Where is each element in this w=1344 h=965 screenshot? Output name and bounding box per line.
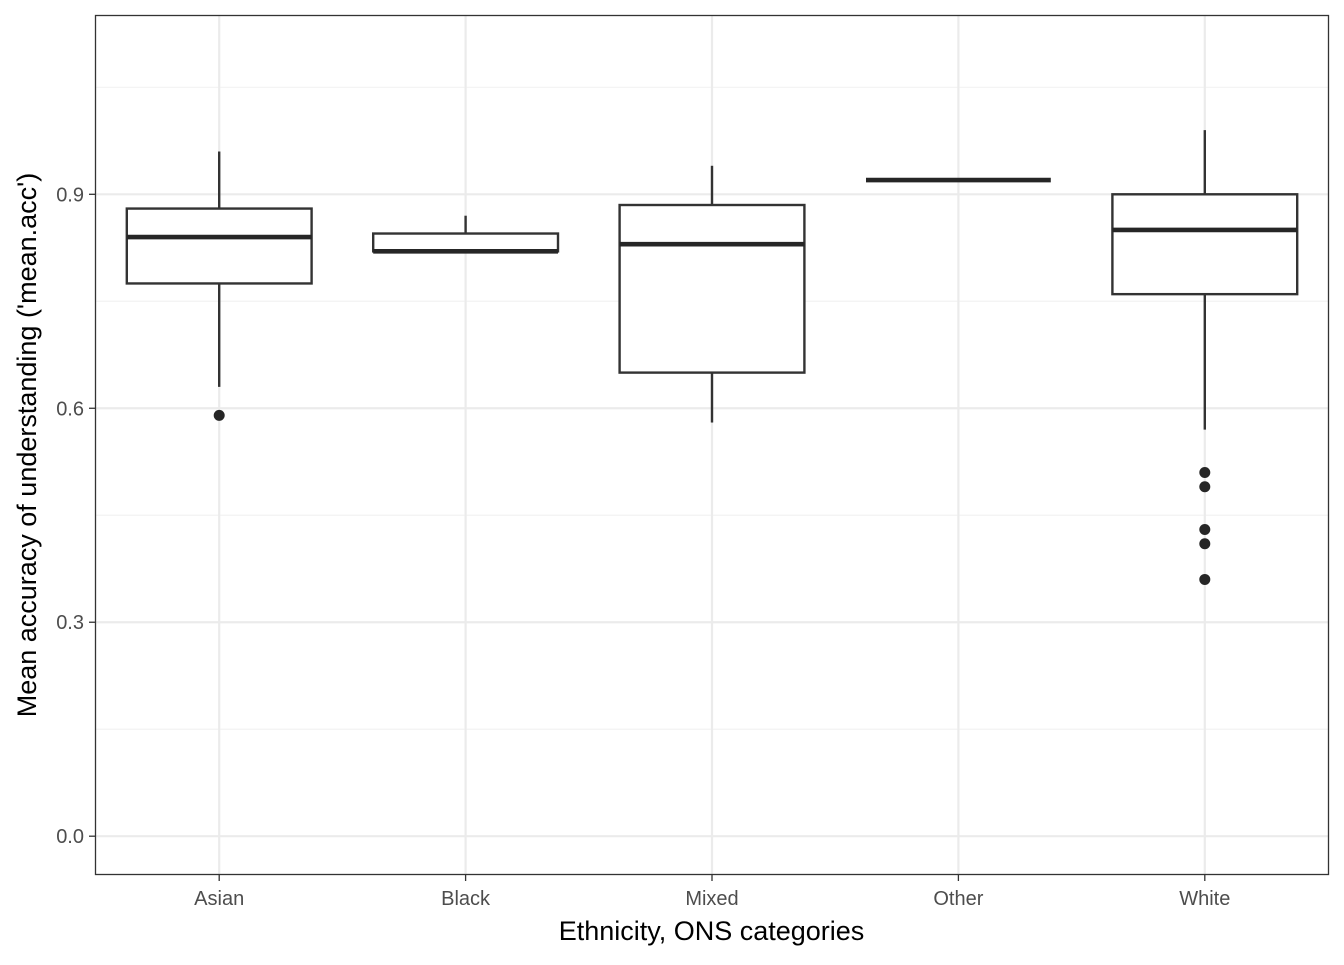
box-layer	[125, 130, 1299, 585]
box-iqr	[1111, 193, 1299, 296]
outlier-point	[1199, 524, 1211, 536]
box-group-asian	[125, 151, 313, 421]
y-tick-label: 0.6	[56, 398, 84, 420]
x-tick-label: White	[1179, 888, 1230, 910]
axis-layer: 0.0 0.3 0.6 0.9 Asian Black Mixed Other White	[56, 184, 1230, 910]
outlier-point	[1199, 538, 1211, 550]
x-tick-label: Black	[441, 888, 491, 910]
outlier-point	[1199, 466, 1211, 478]
y-tick-label: 0.3	[56, 612, 84, 634]
box-group-black	[372, 215, 560, 254]
outlier-point	[1199, 481, 1211, 493]
x-tick-label: Mixed	[685, 888, 738, 910]
box-iqr	[372, 232, 560, 253]
y-tick-label: 0.9	[56, 184, 84, 206]
box-group-mixed	[618, 165, 806, 423]
x-tick-label: Other	[933, 888, 983, 910]
box-iqr	[125, 207, 313, 285]
outlier-point	[213, 409, 225, 421]
grid-layer	[96, 16, 1328, 874]
outlier-point	[1199, 573, 1211, 585]
x-axis-title: Ethnicity, ONS categories	[559, 916, 865, 946]
y-tick-label: 0.0	[56, 826, 84, 848]
box-iqr	[618, 203, 806, 374]
y-axis-title: Mean accuracy of understanding ('mean.ac…	[12, 173, 42, 718]
box-group-white	[1111, 130, 1299, 585]
x-tick-label: Asian	[194, 888, 244, 910]
